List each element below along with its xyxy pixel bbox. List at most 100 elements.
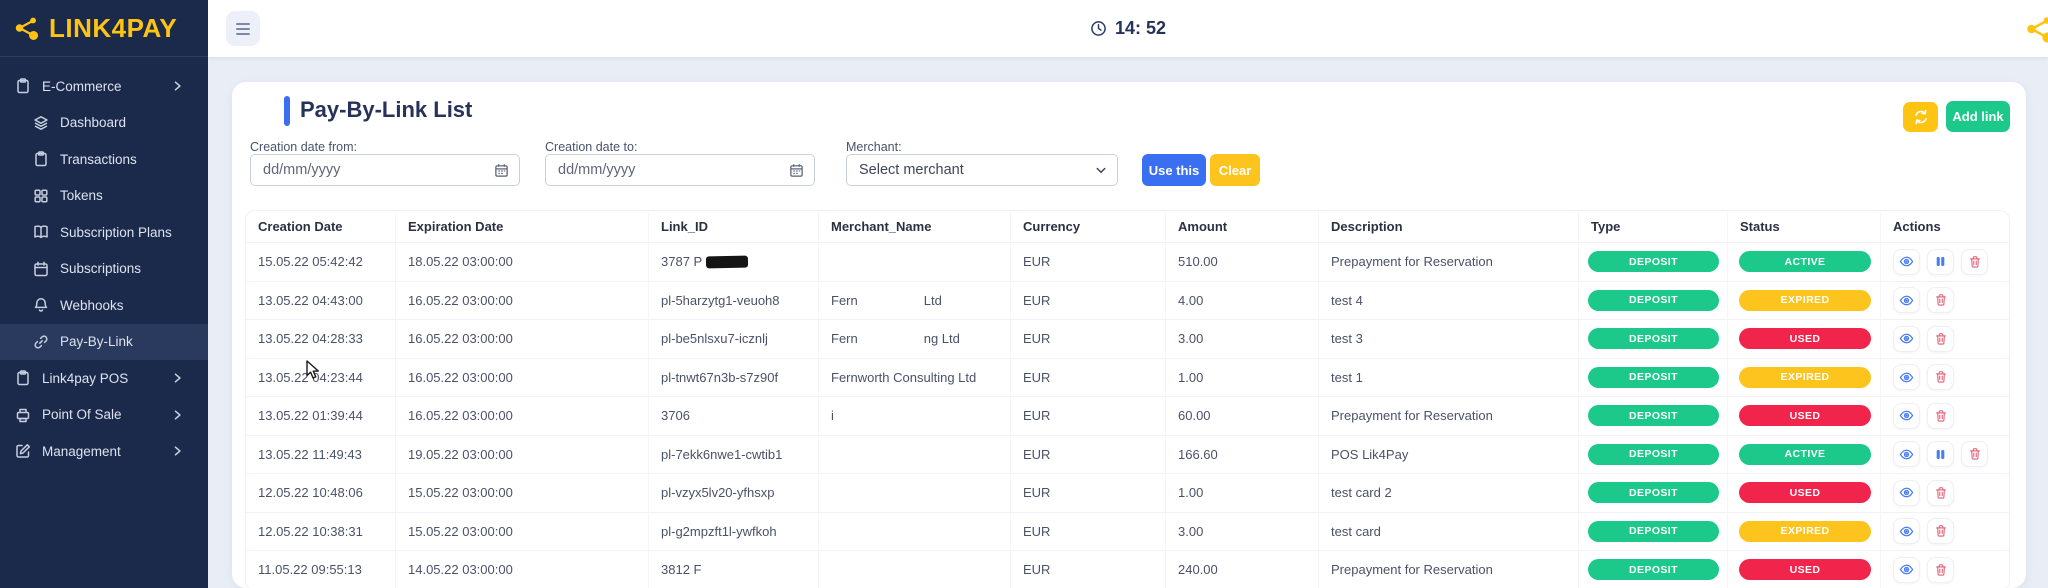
sidebar-item-point-of-sale[interactable]: Point Of Sale bbox=[0, 397, 208, 434]
pay-by-link-card: Pay-By-Link List Add link Creation date … bbox=[232, 82, 2026, 588]
use-this-button[interactable]: Use this bbox=[1142, 154, 1206, 186]
eye-icon bbox=[1899, 562, 1914, 577]
sidebar-item-label: Point Of Sale bbox=[42, 407, 122, 423]
delete-link-button[interactable] bbox=[1927, 518, 1954, 545]
cell-merchant-name: i bbox=[819, 397, 1011, 436]
printer-icon bbox=[14, 406, 31, 423]
column-header-description: Description bbox=[1319, 211, 1579, 243]
eye-icon bbox=[1899, 524, 1914, 539]
chevron-down-icon bbox=[1095, 164, 1107, 176]
cell-expiration-date: 16.05.22 03:00:00 bbox=[396, 320, 649, 359]
column-header-expiration-date: Expiration Date bbox=[396, 211, 649, 243]
column-header-creation-date: Creation Date bbox=[246, 211, 396, 243]
eye-icon bbox=[1899, 331, 1914, 346]
merchant-label: Merchant: bbox=[846, 140, 902, 154]
sidebar-item-label: Subscriptions bbox=[60, 261, 142, 277]
sidebar-item-pay-by-link[interactable]: Pay-By-Link bbox=[0, 323, 208, 360]
sidebar-item-tokens[interactable]: Tokens bbox=[0, 178, 208, 215]
sidebar-item-management[interactable]: Management bbox=[0, 433, 208, 470]
view-link-button[interactable] bbox=[1893, 364, 1920, 391]
view-link-button[interactable] bbox=[1893, 325, 1920, 352]
cell-merchant-name bbox=[819, 243, 1011, 282]
cell-merchant-name bbox=[819, 435, 1011, 474]
delete-link-button[interactable] bbox=[1927, 402, 1954, 429]
view-link-button[interactable] bbox=[1893, 556, 1920, 583]
delete-link-button[interactable] bbox=[1927, 479, 1954, 506]
refresh-button[interactable] bbox=[1903, 102, 1938, 132]
merchant-select-value: Select merchant bbox=[859, 162, 964, 178]
sidebar-item-webhooks[interactable]: Webhooks bbox=[0, 287, 208, 324]
calendar-icon[interactable] bbox=[494, 163, 509, 178]
view-link-button[interactable] bbox=[1893, 248, 1920, 275]
cell-actions bbox=[1881, 282, 2009, 320]
sidebar-item-link4pay-pos[interactable]: Link4pay POS bbox=[0, 360, 208, 397]
cell-actions bbox=[1881, 436, 2009, 474]
sidebar-item-transactions[interactable]: Transactions bbox=[0, 141, 208, 178]
link-icon bbox=[32, 333, 49, 350]
delete-link-button[interactable] bbox=[1961, 441, 1988, 468]
cell-merchant-name bbox=[819, 474, 1011, 513]
cell-actions bbox=[1881, 243, 2009, 282]
eye-icon bbox=[1899, 254, 1914, 269]
pay-by-link-table: Creation Date Expiration Date Link_ID Merch… bbox=[245, 210, 2010, 588]
sidebar-item-label: Management bbox=[42, 443, 121, 459]
type-badge: DEPOSIT bbox=[1588, 328, 1719, 350]
cell-amount: 4.00 bbox=[1166, 281, 1319, 320]
cell-status: USED bbox=[1728, 551, 1881, 588]
cell-currency: EUR bbox=[1011, 281, 1166, 320]
column-header-currency: Currency bbox=[1011, 211, 1166, 243]
calendar-icon[interactable] bbox=[789, 163, 804, 178]
clock-display: 14: 52 bbox=[1090, 18, 1166, 39]
type-badge: DEPOSIT bbox=[1588, 520, 1719, 542]
clear-button[interactable]: Clear bbox=[1210, 154, 1260, 186]
view-link-button[interactable] bbox=[1893, 441, 1920, 468]
sidebar-item-subscriptions[interactable]: Subscriptions bbox=[0, 251, 208, 288]
sidebar-item-e-commerce[interactable]: E-Commerce bbox=[0, 68, 208, 105]
view-link-button[interactable] bbox=[1893, 518, 1920, 545]
cell-amount: 166.60 bbox=[1166, 435, 1319, 474]
cell-actions bbox=[1881, 359, 2009, 397]
pause-icon bbox=[1934, 448, 1947, 461]
table-header-row: Creation Date Expiration Date Link_ID Merch… bbox=[246, 211, 2009, 243]
delete-link-button[interactable] bbox=[1927, 287, 1954, 314]
view-link-button[interactable] bbox=[1893, 479, 1920, 506]
cell-creation-date: 13.05.22 04:28:33 bbox=[246, 320, 396, 359]
sidebar-item-subscription-plans[interactable]: Subscription Plans bbox=[0, 214, 208, 251]
delete-link-button[interactable] bbox=[1961, 248, 1988, 275]
status-badge: EXPIRED bbox=[1739, 520, 1871, 542]
sidebar-item-dashboard[interactable]: Dashboard bbox=[0, 105, 208, 142]
cell-expiration-date: 16.05.22 03:00:00 bbox=[396, 281, 649, 320]
cell-status: EXPIRED bbox=[1728, 281, 1881, 320]
cell-expiration-date: 15.05.22 03:00:00 bbox=[396, 474, 649, 513]
eye-icon bbox=[1899, 293, 1914, 308]
cell-link-id: pl-tnwt67n3b-s7z90f bbox=[649, 358, 819, 397]
merchant-select[interactable]: Select merchant bbox=[846, 154, 1118, 186]
pause-link-button[interactable] bbox=[1927, 441, 1954, 468]
title-accent-bar bbox=[284, 96, 290, 126]
cell-description: Prepayment for Reservation bbox=[1319, 551, 1579, 588]
share-icon[interactable] bbox=[2022, 12, 2048, 46]
sidebar: LINK4PAY E-Commerce Dashboard Transactions… bbox=[0, 0, 208, 588]
creation-date-from-input[interactable]: dd/mm/yyyy bbox=[250, 154, 520, 186]
cell-type: DEPOSIT bbox=[1579, 474, 1728, 513]
add-link-button[interactable]: Add link bbox=[1946, 101, 2010, 132]
cell-description: test 3 bbox=[1319, 320, 1579, 359]
table-row: 12.05.22 10:38:31 15.05.22 03:00:00 pl-g2m… bbox=[246, 512, 2009, 551]
table-row: 13.05.22 04:43:00 16.05.22 03:00:00 pl-5ha… bbox=[246, 281, 2009, 320]
view-link-button[interactable] bbox=[1893, 287, 1920, 314]
brand-logo[interactable]: LINK4PAY bbox=[0, 0, 208, 57]
delete-link-button[interactable] bbox=[1927, 364, 1954, 391]
view-link-button[interactable] bbox=[1893, 402, 1920, 429]
cell-expiration-date: 14.05.22 03:00:00 bbox=[396, 551, 649, 588]
sidebar-toggle-button[interactable] bbox=[226, 11, 260, 46]
delete-link-button[interactable] bbox=[1927, 556, 1954, 583]
sidebar-item-label: Dashboard bbox=[60, 115, 127, 131]
cell-creation-date: 13.05.22 11:49:43 bbox=[246, 435, 396, 474]
pause-link-button[interactable] bbox=[1927, 248, 1954, 275]
delete-link-button[interactable] bbox=[1927, 325, 1954, 352]
type-badge: DEPOSIT bbox=[1588, 289, 1719, 311]
cell-creation-date: 12.05.22 10:38:31 bbox=[246, 512, 396, 551]
creation-date-to-input[interactable]: dd/mm/yyyy bbox=[545, 154, 815, 186]
eye-icon bbox=[1899, 408, 1914, 423]
table-row: 13.05.22 01:39:44 16.05.22 03:00:00 3706 i E… bbox=[246, 397, 2009, 436]
